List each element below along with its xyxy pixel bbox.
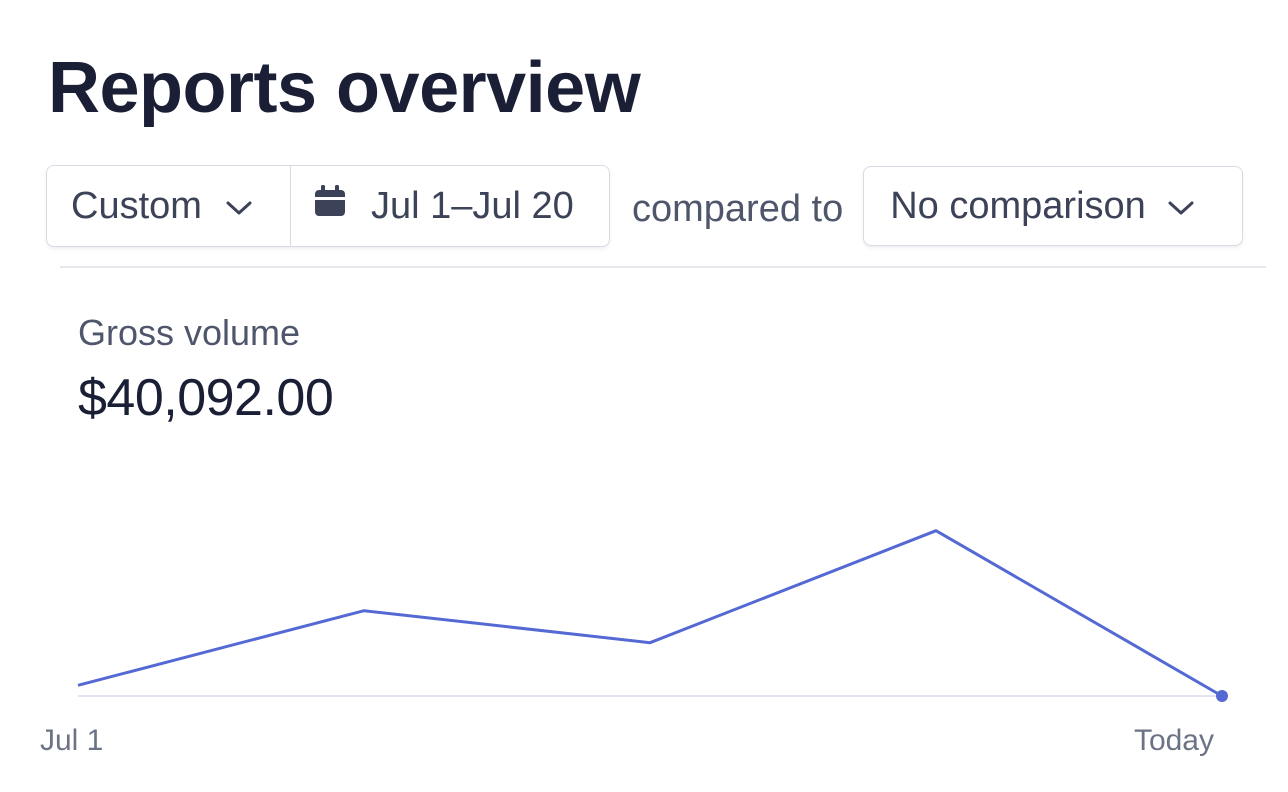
gross-volume-chart: Jul 1 Today	[40, 529, 1228, 757]
end-point-marker	[1216, 690, 1228, 702]
date-range-label: Jul 1–Jul 20	[371, 184, 574, 227]
calendar-icon	[313, 184, 347, 228]
range-preset-label: Custom	[71, 184, 202, 227]
date-range-picker: Custom Jul 1–Jul 20	[46, 165, 610, 247]
metric-label: Gross volume	[78, 312, 301, 353]
divider	[60, 266, 1266, 268]
compared-to-label: compared to	[632, 187, 844, 230]
x-tick-label: Jul 1	[40, 724, 103, 757]
range-preset-dropdown[interactable]: Custom	[47, 166, 291, 246]
date-range-button[interactable]: Jul 1–Jul 20	[291, 166, 609, 246]
chevron-down-icon	[224, 185, 254, 228]
x-tick-label: Today	[1134, 724, 1214, 757]
comparison-dropdown[interactable]: No comparison	[863, 166, 1244, 246]
series-line	[77, 529, 1223, 698]
comparison-label: No comparison	[890, 184, 1146, 227]
chevron-down-icon	[1166, 185, 1196, 228]
metric-value: $40,092.00	[78, 369, 334, 427]
filter-bar: Custom Jul 1–Jul 20	[46, 165, 1244, 247]
page-title: Reports overview	[48, 48, 641, 128]
